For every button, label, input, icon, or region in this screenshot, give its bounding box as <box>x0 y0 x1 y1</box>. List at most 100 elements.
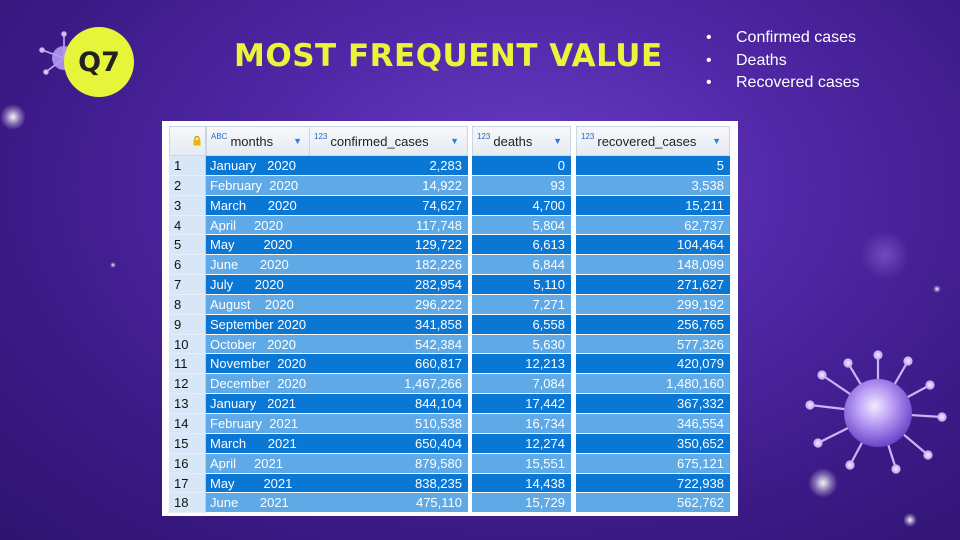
cell-recovered-cases[interactable]: 299,192 <box>576 294 730 315</box>
cell-recovered-cases[interactable]: 148,099 <box>576 255 730 276</box>
cell-confirmed-cases[interactable]: 182,226 <box>309 255 468 276</box>
cell-deaths[interactable]: 6,558 <box>472 314 571 335</box>
cell-deaths[interactable]: 17,442 <box>472 394 571 414</box>
cell-deaths[interactable]: 7,271 <box>472 294 571 315</box>
cell-deaths[interactable]: 4,700 <box>472 195 571 216</box>
cell-recovered-cases[interactable]: 675,121 <box>576 453 730 474</box>
column-header-confirmed-cases[interactable]: 123 confirmed_cases ▼ <box>309 126 468 156</box>
table-row[interactable]: 6 June 2020 <box>169 255 311 276</box>
cell-month[interactable]: June 2021 <box>206 493 311 514</box>
cell-deaths[interactable]: 6,844 <box>472 255 571 276</box>
cell-deaths[interactable]: 7,084 <box>472 374 571 395</box>
table-row[interactable]: 12 December 2020 <box>169 374 311 395</box>
cell-month[interactable]: April 2020 <box>206 215 311 236</box>
cell-confirmed-cases[interactable]: 2,283 <box>309 156 468 176</box>
table-row[interactable]: 8 August 2020 <box>169 294 311 315</box>
cell-month[interactable]: July 2020 <box>206 275 311 295</box>
cell-recovered-cases[interactable]: 15,211 <box>576 195 730 216</box>
cell-confirmed-cases[interactable]: 282,954 <box>309 275 468 295</box>
cell-deaths[interactable]: 12,274 <box>472 433 571 454</box>
cell-month[interactable]: May 2020 <box>206 235 311 256</box>
table-row[interactable]: 15 March 2021 <box>169 433 311 454</box>
cell-confirmed-cases[interactable]: 117,748 <box>309 215 468 236</box>
cell-confirmed-cases[interactable]: 129,722 <box>309 235 468 256</box>
cell-month[interactable]: February 2021 <box>206 413 311 434</box>
cell-recovered-cases[interactable]: 271,627 <box>576 275 730 295</box>
table-row[interactable]: 5 May 2020 <box>169 235 311 256</box>
cell-recovered-cases[interactable]: 62,737 <box>576 215 730 236</box>
cell-recovered-cases[interactable]: 1,480,160 <box>576 374 730 395</box>
table-row[interactable]: 7 July 2020 <box>169 275 311 295</box>
column-header-deaths[interactable]: 123 deaths ▼ <box>472 126 571 156</box>
cell-recovered-cases[interactable]: 3,538 <box>576 175 730 196</box>
cell-confirmed-cases[interactable]: 475,110 <box>309 493 468 514</box>
months-body: 1 January 2020 2 February 2020 3 March 2020 4 A… <box>169 156 311 514</box>
cell-confirmed-cases[interactable]: 14,922 <box>309 175 468 196</box>
cell-month[interactable]: October 2020 <box>206 334 311 355</box>
table-row[interactable]: 9 September 2020 <box>169 314 311 335</box>
cell-confirmed-cases[interactable]: 74,627 <box>309 195 468 216</box>
cell-month[interactable]: February 2020 <box>206 175 311 196</box>
table-row[interactable]: 2 February 2020 <box>169 175 311 196</box>
cell-month[interactable]: September 2020 <box>206 314 311 335</box>
cell-recovered-cases[interactable]: 367,332 <box>576 394 730 414</box>
background-glow <box>860 230 910 280</box>
table-row[interactable]: 1 January 2020 <box>169 156 311 176</box>
cell-month[interactable]: January 2021 <box>206 394 311 414</box>
cell-confirmed-cases[interactable]: 1,467,266 <box>309 374 468 395</box>
table-row[interactable]: 3 March 2020 <box>169 195 311 216</box>
cell-recovered-cases[interactable]: 104,464 <box>576 235 730 256</box>
cell-month[interactable]: November 2020 <box>206 354 311 375</box>
table-row[interactable]: 14 February 2021 <box>169 413 311 434</box>
table-row[interactable]: 4 April 2020 <box>169 215 311 236</box>
sort-arrow-icon[interactable]: ▼ <box>450 136 459 146</box>
cell-confirmed-cases[interactable]: 844,104 <box>309 394 468 414</box>
table-row[interactable]: 10 October 2020 <box>169 334 311 355</box>
cell-recovered-cases[interactable]: 420,079 <box>576 354 730 375</box>
cell-deaths[interactable]: 5,804 <box>472 215 571 236</box>
sort-arrow-icon[interactable]: ▼ <box>712 136 721 146</box>
sort-arrow-icon[interactable]: ▼ <box>293 136 302 146</box>
cell-confirmed-cases[interactable]: 650,404 <box>309 433 468 454</box>
cell-confirmed-cases[interactable]: 838,235 <box>309 473 468 494</box>
cell-deaths[interactable]: 0 <box>472 156 571 176</box>
cell-month[interactable]: April 2021 <box>206 453 311 474</box>
table-row[interactable]: 17 May 2021 <box>169 473 311 494</box>
column-header-recovered-cases[interactable]: 123 recovered_cases ▼ <box>576 126 730 156</box>
cell-confirmed-cases[interactable]: 879,580 <box>309 453 468 474</box>
cell-deaths[interactable]: 93 <box>472 175 571 196</box>
cell-confirmed-cases[interactable]: 660,817 <box>309 354 468 375</box>
cell-deaths[interactable]: 5,110 <box>472 275 571 295</box>
cell-month[interactable]: March 2020 <box>206 195 311 216</box>
cell-deaths[interactable]: 14,438 <box>472 473 571 494</box>
cell-deaths[interactable]: 15,551 <box>472 453 571 474</box>
table-row[interactable]: 18 June 2021 <box>169 493 311 514</box>
cell-month[interactable]: December 2020 <box>206 374 311 395</box>
cell-deaths[interactable]: 6,613 <box>472 235 571 256</box>
cell-recovered-cases[interactable]: 346,554 <box>576 413 730 434</box>
cell-month[interactable]: March 2021 <box>206 433 311 454</box>
cell-recovered-cases[interactable]: 5 <box>576 156 730 176</box>
cell-recovered-cases[interactable]: 722,938 <box>576 473 730 494</box>
table-row[interactable]: 11 November 2020 <box>169 354 311 375</box>
cell-deaths[interactable]: 12,213 <box>472 354 571 375</box>
cell-month[interactable]: August 2020 <box>206 294 311 315</box>
cell-recovered-cases[interactable]: 350,652 <box>576 433 730 454</box>
cell-recovered-cases[interactable]: 577,326 <box>576 334 730 355</box>
cell-recovered-cases[interactable]: 256,765 <box>576 314 730 335</box>
cell-month[interactable]: January 2020 <box>206 156 311 176</box>
cell-confirmed-cases[interactable]: 296,222 <box>309 294 468 315</box>
cell-deaths[interactable]: 15,729 <box>472 493 571 514</box>
cell-deaths[interactable]: 5,630 <box>472 334 571 355</box>
cell-month[interactable]: June 2020 <box>206 255 311 276</box>
sort-arrow-icon[interactable]: ▼ <box>553 136 562 146</box>
cell-confirmed-cases[interactable]: 542,384 <box>309 334 468 355</box>
cell-deaths[interactable]: 16,734 <box>472 413 571 434</box>
column-header-months[interactable]: ABC months ▼ <box>206 126 311 156</box>
cell-confirmed-cases[interactable]: 510,538 <box>309 413 468 434</box>
cell-confirmed-cases[interactable]: 341,858 <box>309 314 468 335</box>
table-row[interactable]: 13 January 2021 <box>169 394 311 414</box>
cell-recovered-cases[interactable]: 562,762 <box>576 493 730 514</box>
cell-month[interactable]: May 2021 <box>206 473 311 494</box>
table-row[interactable]: 16 April 2021 <box>169 453 311 474</box>
